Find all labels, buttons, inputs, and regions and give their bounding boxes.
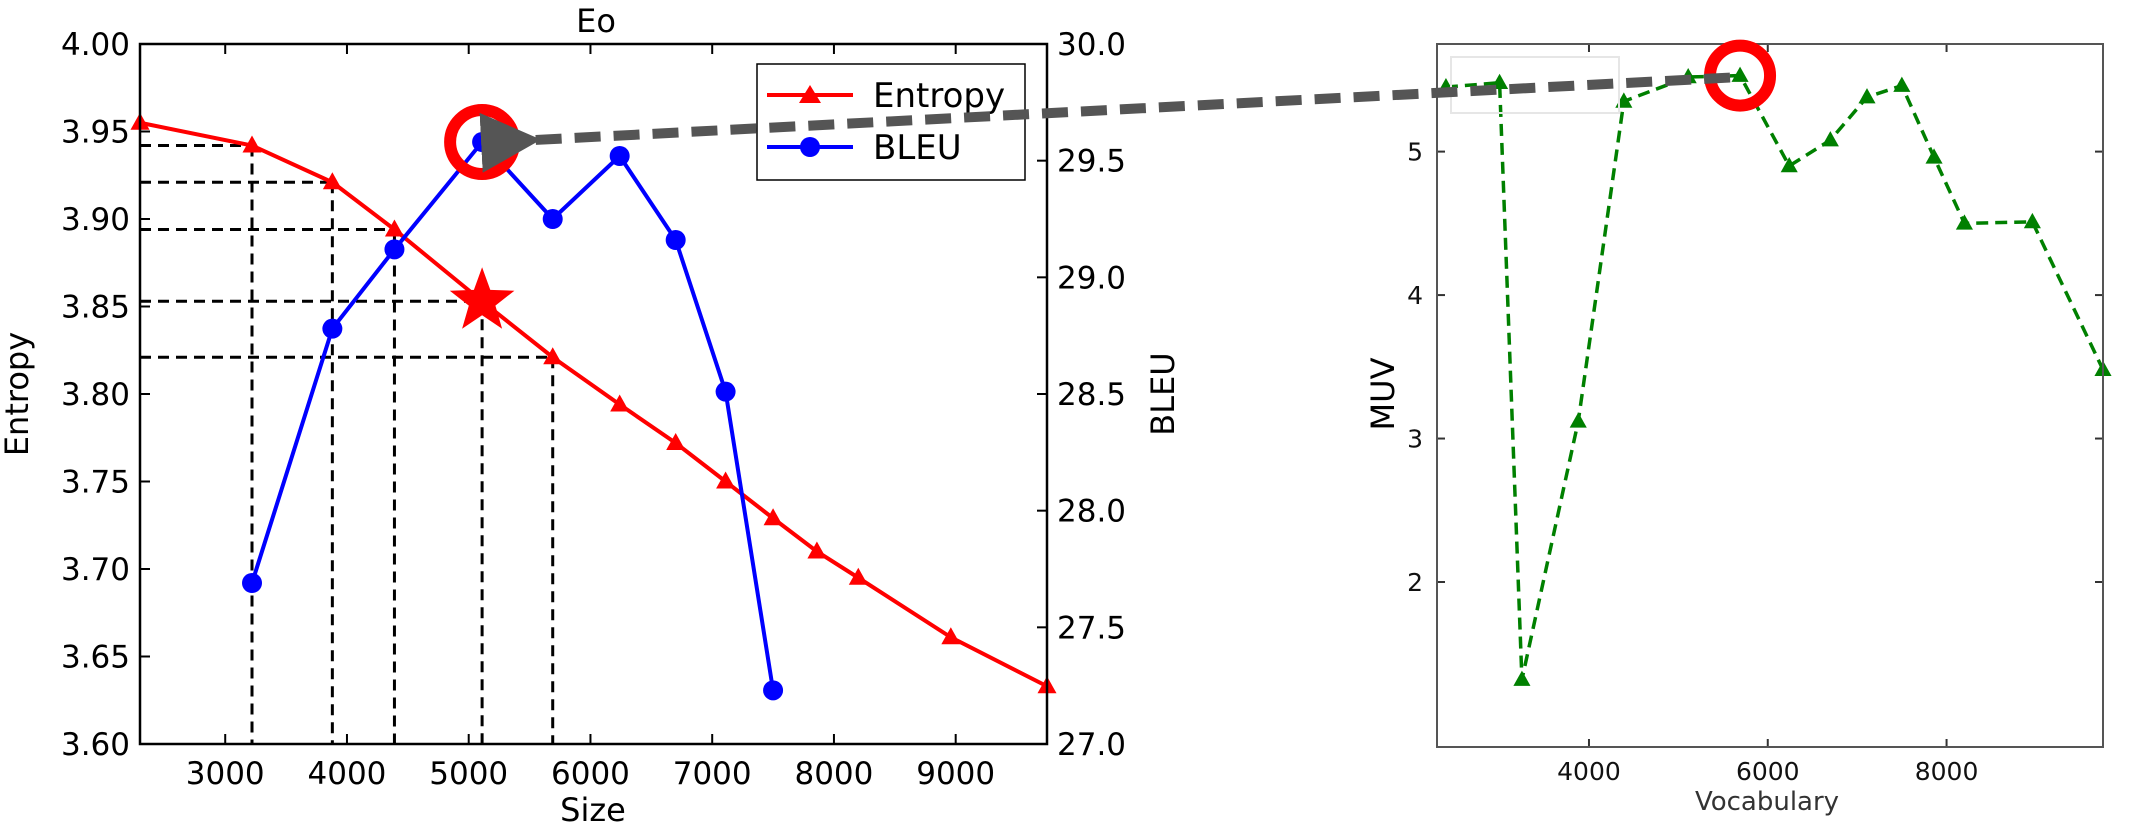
muv-y-tick-label: 2: [1407, 568, 1423, 597]
bleu-point: [609, 146, 630, 166]
x-tick-label: 9000: [916, 756, 995, 792]
left-y-tick-label: 3.65: [61, 640, 130, 676]
x-tick-label: 3000: [186, 756, 265, 792]
x-tick-label: 4000: [308, 756, 387, 792]
entropy-point: [384, 219, 404, 237]
muv-point: [1513, 670, 1531, 686]
entropy-point: [543, 347, 563, 365]
muv-point: [2023, 212, 2041, 229]
entropy-point: [848, 567, 868, 585]
left-y-tick-label: 4.00: [61, 27, 130, 63]
legend-entropy-marker: [799, 85, 821, 103]
x-tick-label: 8000: [794, 756, 873, 792]
entropy-point: [242, 135, 262, 153]
left-series: [130, 112, 1057, 701]
muv-x-tick-label: 4000: [1557, 757, 1621, 786]
bleu-point: [242, 573, 263, 593]
connection-arrow: [479, 72, 1731, 173]
bleu-series-line: [250, 138, 776, 691]
left-y-tick-label: 3.75: [61, 465, 130, 501]
left-y-tick-label: 3.85: [61, 290, 130, 326]
bleu-point: [763, 680, 784, 701]
optimal-star-marker: [449, 267, 515, 329]
right-y-tick-label: 29.5: [1057, 144, 1126, 180]
left-y-axis-label: Entropy: [0, 332, 36, 456]
left-x-axis-label: Size: [560, 791, 626, 829]
entropy-point: [666, 433, 686, 450]
muv-x-tick-label: 8000: [1915, 757, 1979, 786]
left-y-tick-label: 3.90: [61, 202, 130, 238]
muv-point: [1569, 412, 1587, 428]
left-y-tick-label: 3.70: [61, 552, 130, 588]
left-y-tick-label: 3.60: [61, 727, 130, 763]
right-series: [1437, 66, 2112, 686]
x-tick-label: 6000: [551, 756, 630, 792]
entropy-series-line: [139, 120, 1048, 689]
entropy-point: [716, 471, 736, 489]
right-plot-frame: [1436, 43, 2104, 748]
muv-point: [1821, 131, 1839, 147]
muv-y-tick-label: 4: [1407, 281, 1423, 310]
right-y-axis-label: BLEU: [1144, 352, 1182, 435]
right-chart: 4000 6000 8000 2 3 4 5 Vocabulary MUV: [1364, 43, 2112, 817]
right-y-tick-label: 29.0: [1057, 260, 1126, 296]
left-guides: [140, 144, 555, 744]
entropy-point: [941, 627, 961, 645]
muv-point: [1858, 88, 1876, 104]
right-y-tick-label: 27.5: [1057, 610, 1126, 646]
bleu-point: [322, 318, 343, 339]
bleu-point: [715, 381, 736, 402]
muv-point: [1780, 156, 1798, 173]
entropy-point: [610, 394, 630, 412]
x-tick-label: 7000: [673, 756, 752, 792]
muv-y-axis-label: MUV: [1364, 357, 1402, 430]
right-y-tick-label: 30.0: [1057, 27, 1126, 63]
muv-point: [1893, 76, 1911, 92]
entropy-point: [322, 172, 342, 190]
muv-point: [1925, 148, 1943, 164]
legend-entropy-label: Entropy: [873, 76, 1005, 116]
left-y-tick-label: 3.95: [61, 115, 130, 151]
right-x-axis-label: Vocabulary: [1695, 787, 1839, 817]
right-ticks: 4000 6000 8000 2 3 4 5: [1407, 44, 2103, 786]
muv-point: [1731, 66, 1749, 82]
entropy-point: [807, 541, 827, 559]
bleu-point: [472, 132, 493, 152]
left-plot-frame: [138, 42, 1049, 746]
right-y-tick-label: 28.0: [1057, 494, 1126, 530]
legend-bleu-label: BLEU: [873, 128, 962, 168]
right-legend-ghost: [1450, 56, 1620, 114]
muv-series-line: [1445, 73, 2105, 680]
bleu-point: [542, 209, 563, 229]
x-tick-label: 5000: [429, 756, 508, 792]
left-chart-title: Eo: [576, 2, 616, 40]
bleu-point: [384, 239, 405, 260]
right-y-tick-label: 27.0: [1057, 727, 1126, 763]
muv-y-tick-label: 3: [1407, 425, 1423, 454]
muv-x-tick-label: 6000: [1736, 757, 1800, 786]
left-chart: Eo 3000 4000 5000 6000 7000 8000 90003.603.653…: [0, 2, 1182, 829]
left-y-tick-label: 3.80: [61, 377, 130, 413]
legend-bleu-marker: [800, 137, 820, 157]
muv-y-tick-label: 5: [1407, 138, 1423, 167]
muv-point: [1955, 214, 1973, 230]
right-y-tick-label: 28.5: [1057, 377, 1126, 413]
annotations: [444, 39, 1777, 180]
left-ticks: 3000 4000 5000 6000 7000 8000 9000 3.60 3.65 3.70…: [61, 27, 1126, 792]
bleu-point: [665, 230, 686, 250]
entropy-point: [763, 508, 783, 526]
